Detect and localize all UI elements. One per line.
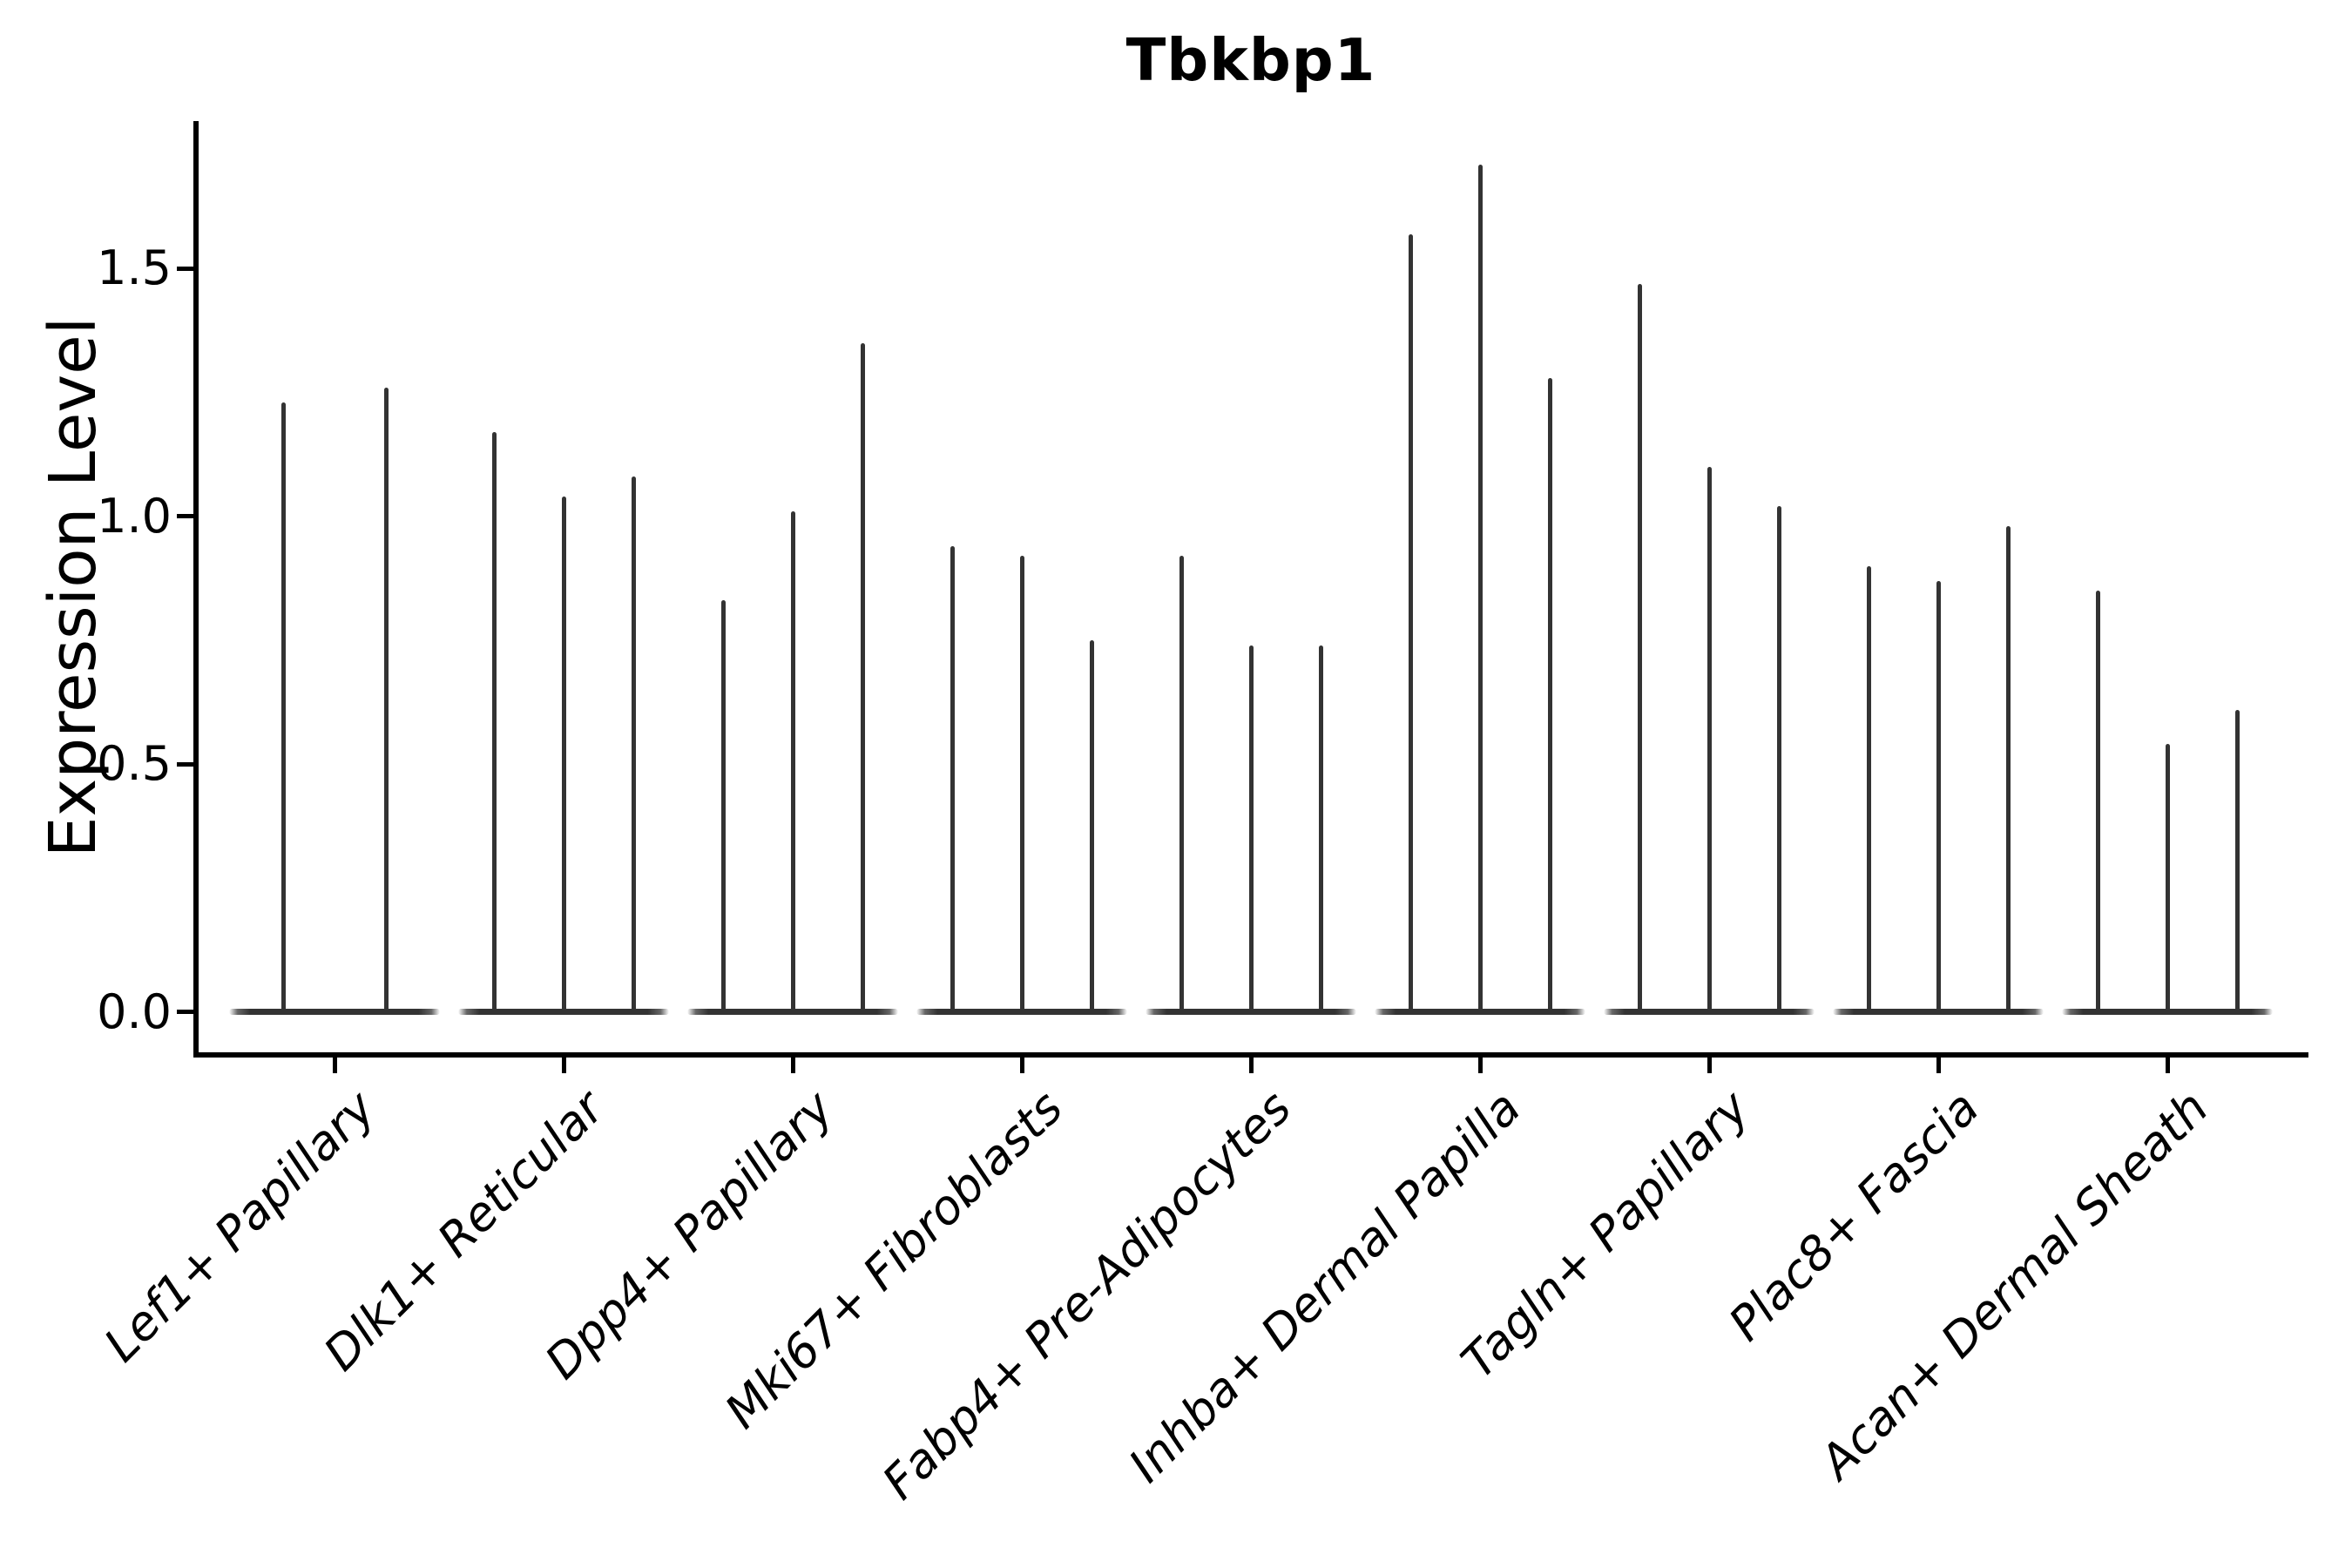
x-tick-mark: [1019, 1058, 1024, 1073]
violin-spike: [1866, 565, 1871, 1012]
violin-spike: [383, 387, 389, 1012]
violin-base: [2062, 1009, 2273, 1015]
violin-spike: [950, 545, 955, 1012]
y-tick-mark: [177, 266, 193, 271]
x-tick-mark: [1936, 1058, 1941, 1073]
violin-base: [687, 1009, 898, 1015]
violin-base: [916, 1009, 1127, 1015]
violin-spike: [860, 342, 865, 1012]
violin-spike: [1408, 233, 1413, 1012]
x-tick-mark: [1707, 1058, 1712, 1073]
violin-spike: [1776, 506, 1781, 1012]
x-tick-mark: [332, 1058, 337, 1073]
x-tick-mark: [2165, 1058, 2170, 1073]
violin-base: [229, 1009, 440, 1015]
x-tick-label: Acan+ Dermal Sheath: [1808, 1080, 2219, 1490]
violin-spike: [1248, 645, 1254, 1012]
violin-spike: [1179, 556, 1184, 1012]
violin-base: [1604, 1009, 1815, 1015]
violin-spike: [2095, 591, 2100, 1012]
violin-spike: [1936, 580, 1941, 1012]
chart-title: Tbkbp1: [1125, 26, 1376, 94]
x-tick-mark: [1477, 1058, 1483, 1073]
violin-spike: [1637, 283, 1642, 1012]
violin-base: [458, 1009, 669, 1015]
y-tick-label: 1.0: [97, 488, 172, 544]
y-tick-mark: [177, 514, 193, 519]
violin-spike: [1318, 645, 1323, 1012]
y-axis-spine: [193, 121, 199, 1058]
y-tick-label: 0.5: [97, 736, 172, 792]
violin-spike: [1477, 165, 1483, 1012]
violin-spike: [280, 402, 286, 1012]
x-tick-mark: [561, 1058, 566, 1073]
violin-spike: [1547, 377, 1552, 1012]
x-tick-mark: [1248, 1058, 1254, 1073]
y-tick-label: 0.0: [97, 983, 172, 1039]
violin-spike: [2005, 526, 2011, 1012]
violin-spike: [2234, 709, 2240, 1012]
y-tick-mark: [177, 761, 193, 767]
x-tick-label: Inhba+ Dermal Papilla: [1118, 1080, 1531, 1493]
violin-spike: [1089, 639, 1094, 1012]
violin-base: [1833, 1009, 2044, 1015]
violin-spike: [2165, 744, 2170, 1012]
y-tick-label: 1.5: [97, 240, 172, 296]
violin-spike: [631, 476, 636, 1012]
violin-spike: [1019, 556, 1024, 1012]
violin-spike: [720, 600, 726, 1012]
violin-base: [1375, 1009, 1585, 1015]
violin-spike: [790, 511, 795, 1012]
violin-spike: [491, 432, 497, 1012]
x-tick-label: Fabp4+ Pre-Adipocytes: [872, 1080, 1302, 1511]
violin-spike: [561, 497, 566, 1012]
x-axis-spine: [193, 1052, 2308, 1058]
y-tick-mark: [177, 1010, 193, 1014]
violin-base: [1146, 1009, 1356, 1015]
x-tick-mark: [790, 1058, 795, 1073]
violin-spike: [1707, 466, 1712, 1012]
